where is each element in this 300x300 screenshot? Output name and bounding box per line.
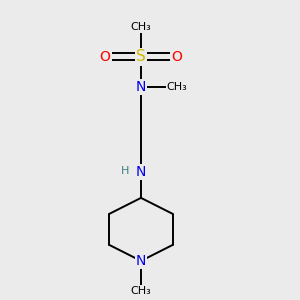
Text: N: N [136,80,146,94]
Text: CH₃: CH₃ [130,286,152,296]
Text: CH₃: CH₃ [167,82,188,92]
Text: H: H [121,166,130,176]
Text: O: O [100,50,110,64]
Text: N: N [136,254,146,268]
Text: N: N [136,165,146,179]
Text: S: S [136,49,146,64]
Text: CH₃: CH₃ [130,22,152,32]
Text: O: O [172,50,182,64]
